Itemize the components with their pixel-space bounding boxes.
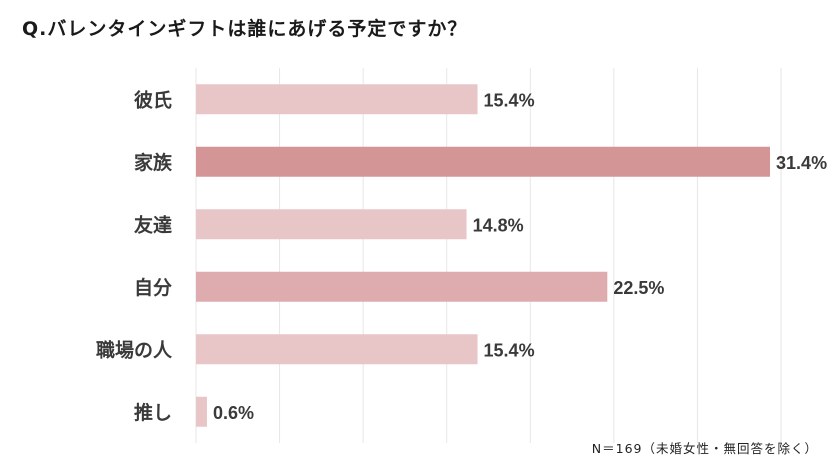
category-label: 彼氏 — [134, 88, 172, 111]
category-label: 友達 — [134, 213, 172, 236]
category-label: 自分 — [134, 276, 172, 299]
category-label: 家族 — [134, 151, 173, 174]
bar-1 — [196, 146, 771, 177]
value-label: 0.6% — [213, 403, 254, 423]
value-label: 15.4% — [484, 340, 535, 360]
value-label: 15.4% — [484, 90, 535, 110]
category-label: 職場の人 — [96, 338, 173, 361]
category-label: 推し — [134, 401, 172, 424]
bar-0 — [196, 84, 478, 115]
sample-note: N＝169（未婚女性・無回答を除く） — [591, 441, 818, 456]
bar-4 — [196, 334, 478, 365]
chart-title: Q.バレンタインギフトは誰にあげる予定ですか？ — [22, 18, 468, 40]
bar-5 — [196, 396, 207, 427]
value-label: 22.5% — [613, 278, 664, 298]
value-label: 31.4% — [776, 153, 827, 173]
bar-2 — [196, 209, 467, 240]
value-label: 14.8% — [473, 215, 524, 235]
bar-3 — [196, 271, 608, 302]
